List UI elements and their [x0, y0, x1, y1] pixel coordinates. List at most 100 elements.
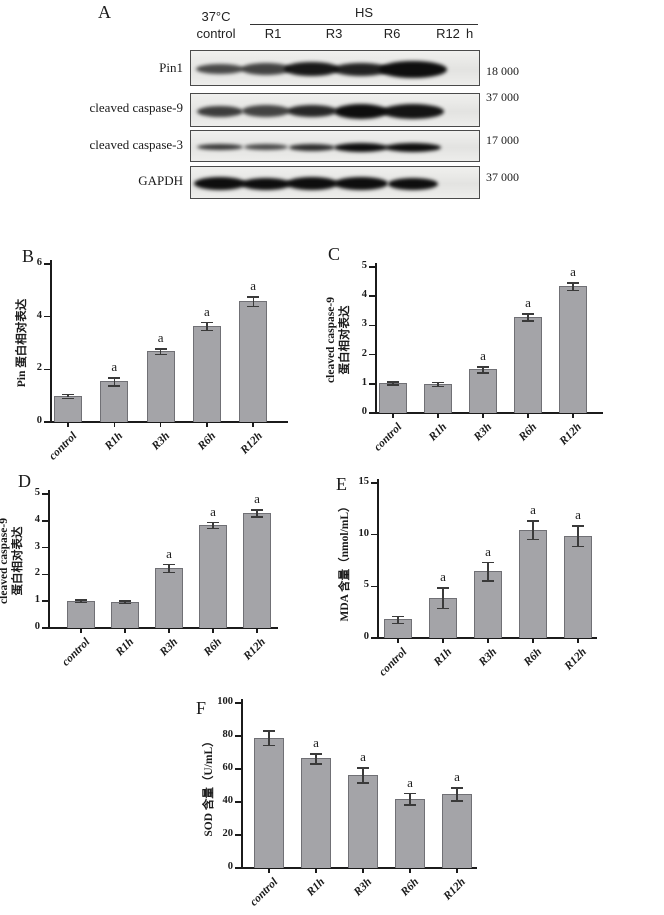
error-bar	[206, 321, 208, 330]
panel-b-chart: 0 2 4 6 control a R1h a R3h a R6h a R12h Pin 蛋白相对表达	[16, 257, 288, 462]
y-tick-label: 1	[34, 594, 40, 606]
panel-e-letter: E	[336, 474, 347, 494]
error-bar	[577, 525, 579, 547]
significance-label: a	[166, 545, 172, 561]
y-tick-label: 40	[222, 795, 234, 806]
y-tick-label: 2	[361, 347, 367, 359]
x-axis-tick	[482, 413, 484, 418]
x-category-label: R12h	[562, 646, 590, 673]
error-bar	[482, 366, 484, 373]
protein-band	[285, 177, 338, 190]
y-axis	[377, 479, 379, 638]
error-bar-cap-top	[247, 296, 260, 298]
y-axis-tick	[235, 801, 241, 803]
bar	[564, 535, 592, 638]
bar	[100, 381, 129, 422]
x-category-label: R6h	[516, 421, 540, 444]
x-axis-tick	[437, 413, 439, 418]
y-tick-label: 5	[361, 260, 367, 271]
y-tick-label: 100	[217, 696, 233, 707]
error-bar-cap-top	[251, 509, 263, 511]
error-bar	[442, 587, 444, 609]
error-bar	[362, 767, 364, 783]
x-category-label: R6h	[201, 636, 225, 659]
x-category-label: R1h	[113, 636, 137, 659]
y-tick-label: 3	[361, 318, 367, 330]
bar	[424, 383, 452, 413]
y-axis-title-line: Pin 蛋白相对表达	[16, 298, 29, 388]
error-bar-cap-bottom	[207, 528, 219, 530]
x-category-label: control	[60, 636, 93, 669]
x-axis-tick	[532, 638, 534, 643]
significance-label: a	[570, 264, 576, 280]
x-axis-tick	[442, 638, 444, 643]
y-axis-tick	[371, 637, 377, 639]
y-axis-title-line: cleaved caspase-9	[325, 297, 338, 383]
significance-label: a	[480, 348, 486, 364]
error-bar-cap-bottom	[75, 602, 87, 604]
x-axis-tick	[487, 638, 489, 643]
y-tick-label: 1	[361, 376, 367, 388]
lane-unit-h: h	[466, 26, 474, 41]
panel-c-letter: C	[328, 244, 341, 264]
y-axis-tick	[44, 421, 50, 423]
panel-b-letter: B	[22, 246, 35, 266]
y-tick-label: 0	[363, 631, 369, 642]
panel-e-chart: 0 5 10 15 control a R1h a R3h a R6h a R12h MDA 含量（nmo…	[339, 476, 597, 678]
error-bar-cap-bottom	[527, 538, 539, 541]
x-category-label: R12h	[241, 636, 269, 663]
x-axis	[377, 637, 597, 639]
error-bar-cap-bottom	[572, 546, 584, 548]
x-axis-tick	[527, 413, 529, 418]
x-axis	[50, 421, 288, 423]
x-axis-tick	[315, 868, 317, 873]
error-bar-cap-top	[207, 521, 219, 523]
error-bar-cap-top	[263, 730, 275, 732]
y-axis-tick	[235, 702, 241, 704]
significance-label: a	[530, 502, 536, 518]
y-tick-label: 15	[358, 476, 370, 487]
bar	[67, 600, 95, 628]
y-axis-tick	[42, 520, 48, 522]
error-bar	[456, 787, 458, 801]
error-bar	[159, 348, 162, 354]
x-axis	[375, 412, 603, 414]
error-bar-cap-bottom	[263, 745, 275, 747]
significance-label: a	[454, 769, 460, 785]
bar	[254, 737, 284, 868]
lane-header-temp: 37°C	[201, 9, 231, 24]
y-axis-tick	[369, 353, 375, 356]
x-category-label: control	[248, 876, 281, 909]
protein-band	[333, 177, 388, 190]
y-tick-label: 80	[222, 729, 234, 740]
error-bar-cap-top	[567, 282, 579, 284]
error-bar	[113, 377, 115, 386]
significance-label: a	[575, 507, 581, 523]
x-category-label: R12h	[441, 876, 469, 903]
lane-label-r6: R6	[383, 26, 401, 41]
blot-label-caspase3: cleaved caspase-3	[89, 137, 183, 152]
error-bar-cap-bottom	[404, 804, 416, 806]
significance-label: a	[204, 303, 210, 319]
significance-label: a	[250, 278, 257, 294]
error-bar-cap-top	[200, 321, 213, 324]
y-axis-title: SOD 含量（U/mL）	[203, 735, 217, 836]
y-tick-label: 0	[361, 406, 367, 417]
blot-label-gapdh: GAPDH	[138, 173, 183, 188]
x-axis	[48, 627, 278, 629]
panel-f-letter: F	[196, 698, 207, 718]
x-axis-tick	[362, 868, 364, 873]
lane-header-control: control	[196, 26, 236, 41]
bar	[379, 382, 407, 413]
y-tick-label: 20	[222, 828, 234, 839]
error-bar-cap-top	[357, 767, 369, 769]
error-bar	[392, 381, 394, 385]
x-category-label: R1h	[426, 421, 450, 444]
y-axis-tick	[369, 295, 375, 297]
bar	[239, 300, 268, 422]
y-axis-tick	[42, 627, 48, 629]
blot-box-caspase9	[190, 93, 480, 127]
y-axis-tick	[235, 768, 241, 770]
x-axis-tick	[256, 628, 258, 633]
